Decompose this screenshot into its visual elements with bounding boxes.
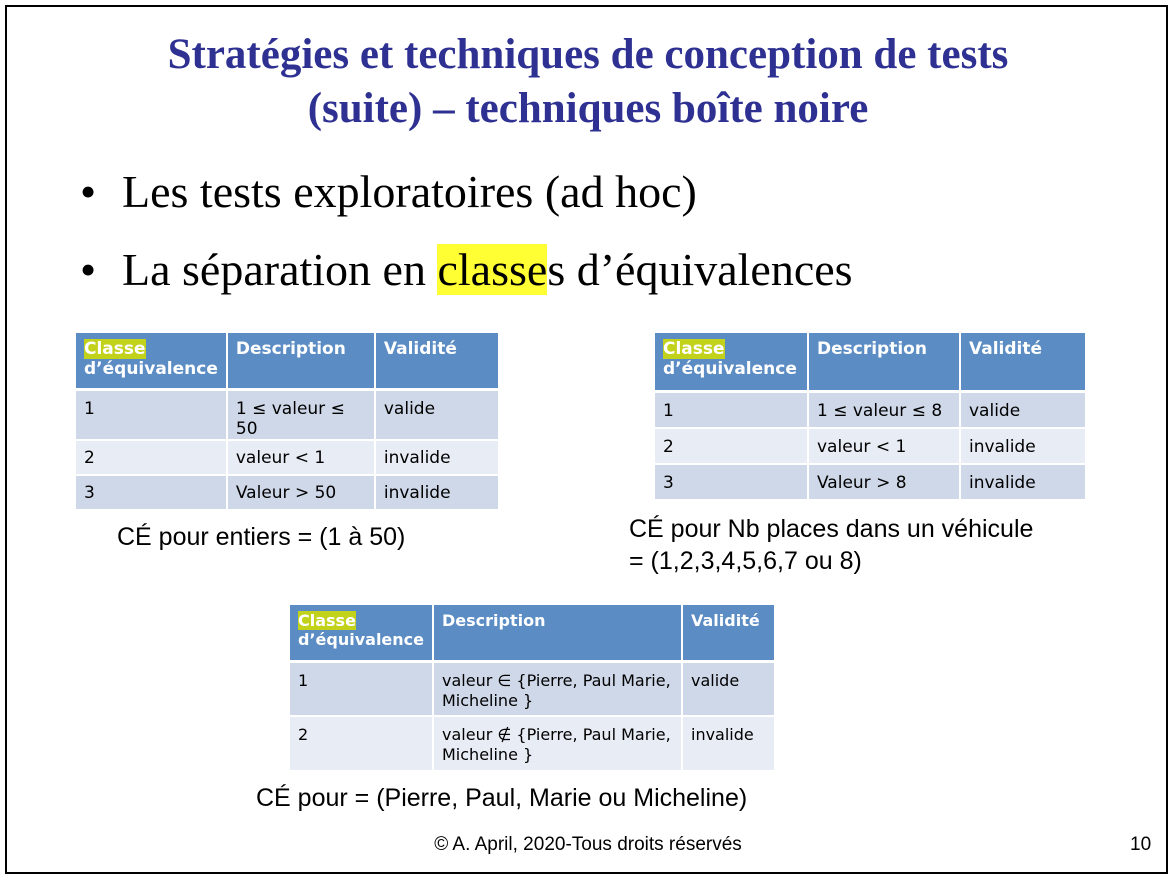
caption-vehicle-line-1: CÉ pour Nb places dans un véhicule <box>629 515 1034 543</box>
cell-desc-line-1: valeur ∈ {Pierre, Paul Marie, <box>442 670 671 690</box>
table-row: 1 1 ≤ valeur ≤ 8 valide <box>655 391 1085 429</box>
cell-desc: valeur ∉ {Pierre, Paul Marie, Micheline … <box>433 716 683 772</box>
caption-integers: CÉ pour entiers = (1 à 50) <box>117 523 406 551</box>
caption-vehicle-line-2: = (1,2,3,4,5,6,7 ou 8) <box>629 547 862 575</box>
cell-desc: Valeur > 50 <box>226 474 376 511</box>
title-line-2: (suite) – techniques boîte noire <box>307 85 869 132</box>
cell-validite: valide <box>960 391 1085 429</box>
page-number: 10 <box>1130 834 1152 855</box>
table-header-row: Classe d’équivalence Description Validité <box>290 605 774 663</box>
equivalence-table-vehicle: Classe d’équivalence Description Validité… <box>655 333 1085 501</box>
slide-frame <box>5 5 1168 874</box>
cell-desc-line-2: Micheline } <box>442 690 534 710</box>
classe-highlight: Classe <box>298 611 356 630</box>
classe-highlight: Classe <box>663 339 725 359</box>
table-row: 1 valeur ∈ {Pierre, Paul Marie, Michelin… <box>290 661 774 717</box>
table-header-row: Classe d’équivalence Description Validité <box>655 333 1085 393</box>
bullet-dot-icon: • <box>80 166 97 217</box>
bullet-text-1: Les tests exploratoires (ad hoc) <box>122 166 697 217</box>
header-description: Description <box>808 333 961 393</box>
header-validite: Validité <box>960 333 1085 393</box>
cell-desc: Valeur > 8 <box>808 464 961 501</box>
cell-num: 1 <box>655 391 809 429</box>
bullet-text-2-start: La séparation en <box>122 244 438 295</box>
highlighted-word: classe <box>437 244 548 295</box>
equivalence-table-integers: Classe d’équivalence Description Validité… <box>76 333 498 511</box>
bullet-list: • Les tests exploratoires (ad hoc) • La … <box>80 165 853 321</box>
bullet-item-2: • La séparation en classes d’équivalence… <box>80 243 853 321</box>
header-classe: Classe d’équivalence <box>76 333 228 391</box>
cell-desc-line-2: Micheline } <box>442 745 534 764</box>
bullet-text-2-end: s d’équivalences <box>547 244 853 295</box>
cell-desc-line-1: valeur ∉ {Pierre, Paul Marie, <box>442 725 671 744</box>
cell-desc: valeur < 1 <box>226 439 376 476</box>
table-header-row: Classe d’équivalence Description Validité <box>76 333 498 391</box>
cell-validite: invalide <box>960 428 1085 465</box>
cell-num: 1 <box>290 661 434 717</box>
cell-validite: valide <box>682 661 774 717</box>
table-row: 2 valeur ∉ {Pierre, Paul Marie, Michelin… <box>290 716 774 772</box>
cell-validite: invalide <box>682 716 774 772</box>
cell-desc: valeur < 1 <box>808 428 961 465</box>
bullet-text-2: La séparation en classes d’équivalences <box>122 243 853 296</box>
caption-vehicle: CÉ pour Nb places dans un véhicule = (1,… <box>629 513 1033 577</box>
table-row: 3 Valeur > 8 invalide <box>655 464 1085 501</box>
title-line-1: Stratégies et techniques de conception d… <box>167 31 1009 78</box>
header-validite: Validité <box>374 333 498 391</box>
caption-names: CÉ pour = (Pierre, Paul, Marie ou Michel… <box>256 784 748 812</box>
header-classe: Classe d’équivalence <box>655 333 809 393</box>
header-validite: Validité <box>682 605 774 663</box>
cell-num: 2 <box>655 428 809 465</box>
cell-desc: 1 ≤ valeur ≤ 8 <box>808 391 961 429</box>
table-row: 3 Valeur > 50 invalide <box>76 474 498 511</box>
cell-validite: invalide <box>960 464 1085 501</box>
cell-num: 2 <box>76 439 228 476</box>
header-equivalence-text: d’équivalence <box>84 359 218 379</box>
classe-highlight: Classe <box>84 339 146 359</box>
table-row: 2 valeur < 1 invalide <box>76 439 498 476</box>
bullet-dot-icon: • <box>80 244 97 295</box>
cell-desc: valeur ∈ {Pierre, Paul Marie, Micheline … <box>433 661 683 717</box>
cell-validite: valide <box>374 389 498 441</box>
table-row: 2 valeur < 1 invalide <box>655 428 1085 465</box>
cell-num: 3 <box>76 474 228 511</box>
header-equivalence-text: d’équivalence <box>298 630 424 649</box>
table-row: 1 1 ≤ valeur ≤ 50 valide <box>76 389 498 441</box>
footer-copyright: © A. April, 2020-Tous droits réservés <box>434 834 742 855</box>
cell-desc: 1 ≤ valeur ≤ 50 <box>226 389 376 441</box>
slide-title: Stratégies et techniques de conception d… <box>0 28 1176 136</box>
cell-validite: invalide <box>374 474 498 511</box>
header-description: Description <box>433 605 683 663</box>
header-description: Description <box>226 333 376 391</box>
cell-num: 2 <box>290 716 434 772</box>
header-classe: Classe d’équivalence <box>290 605 434 663</box>
cell-num: 3 <box>655 464 809 501</box>
header-equivalence-text: d’équivalence <box>663 359 797 379</box>
cell-validite: invalide <box>374 439 498 476</box>
equivalence-table-names: Classe d’équivalence Description Validité… <box>290 605 774 772</box>
bullet-item-1: • Les tests exploratoires (ad hoc) <box>80 165 853 243</box>
cell-num: 1 <box>76 389 228 441</box>
